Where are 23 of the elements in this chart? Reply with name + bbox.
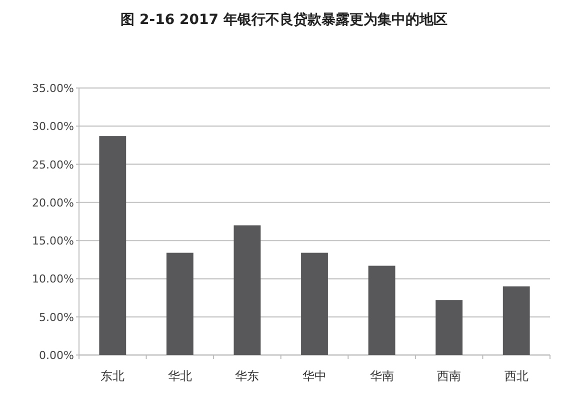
x-tick-label: 华东 <box>235 369 260 383</box>
y-tick-label: 20.00% <box>32 196 74 210</box>
x-tick-label: 东北 <box>100 369 125 383</box>
y-tick-label: 35.00% <box>32 82 74 95</box>
bar <box>368 266 396 355</box>
y-tick-label: 15.00% <box>32 234 74 248</box>
x-tick-label: 西南 <box>437 369 462 383</box>
x-tick-label: 华北 <box>168 369 192 383</box>
y-tick-label: 5.00% <box>39 310 74 324</box>
y-tick-label: 10.00% <box>32 272 74 286</box>
bar <box>234 225 261 355</box>
y-tick-label: 0.00% <box>39 349 74 362</box>
bar <box>436 300 463 355</box>
bar <box>99 136 126 355</box>
chart-title: 图 2-16 2017 年银行不良贷款暴露更为集中的地区 <box>120 11 448 28</box>
y-tick-label: 30.00% <box>32 120 74 134</box>
bar <box>166 252 194 355</box>
x-tick-label: 华南 <box>370 369 394 383</box>
bar <box>502 286 530 355</box>
x-tick-label: 西北 <box>504 369 528 383</box>
bar <box>301 252 328 355</box>
y-tick-label: 25.00% <box>32 158 74 172</box>
x-tick-label: 华中 <box>302 369 326 383</box>
